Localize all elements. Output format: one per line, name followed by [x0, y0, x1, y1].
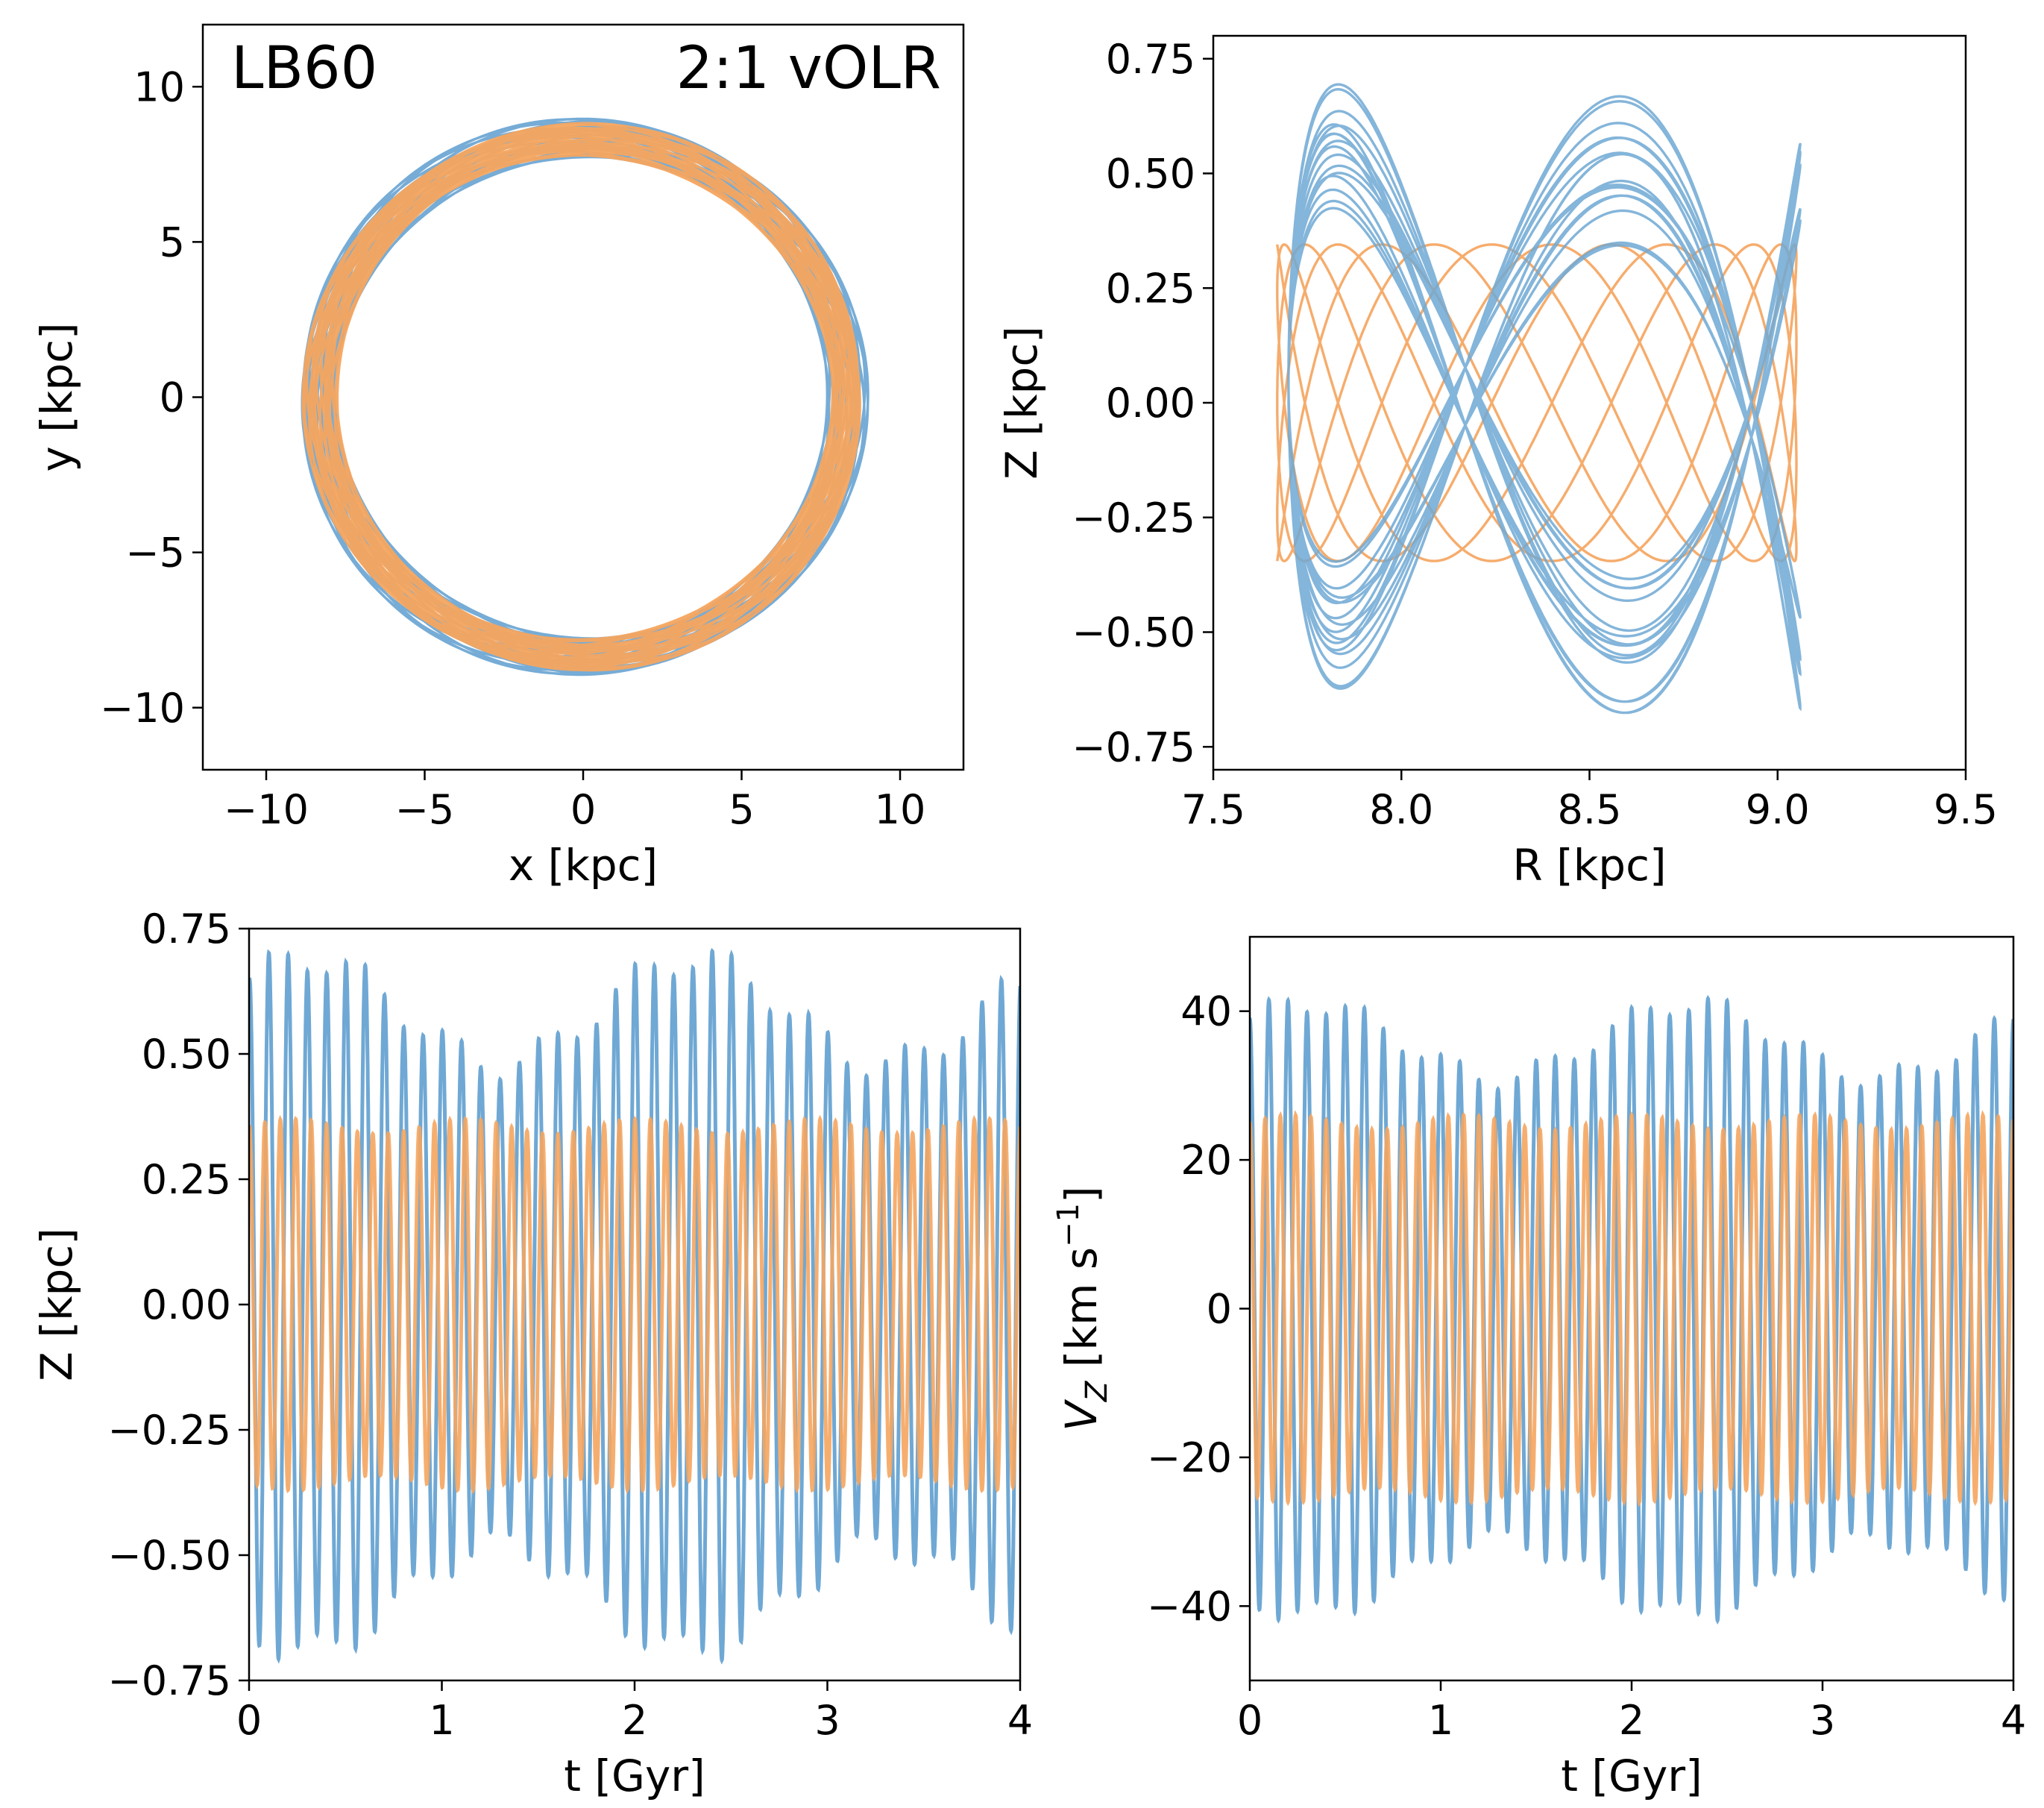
y-tick-label: −0.75 [108, 1657, 231, 1704]
y-tick-label: 0.25 [142, 1156, 231, 1203]
annotation-model-label: LB60 [231, 35, 377, 102]
x-tick-label: 1 [1428, 1697, 1453, 1744]
y-tick-label: 0.50 [142, 1031, 231, 1078]
series-line-blue [1250, 994, 2013, 1625]
y-tick-label: −0.75 [1072, 723, 1195, 770]
y-tick-label: 20 [1180, 1137, 1232, 1184]
x-tick-label: 2 [1619, 1697, 1644, 1744]
x-axis-label: x [kpc] [509, 840, 658, 891]
y-tick-label: 10 [133, 63, 185, 110]
y-axis-label: Z [kpc] [31, 1228, 82, 1381]
x-tick-label: 8.0 [1369, 786, 1433, 833]
series-line-blue [1287, 83, 1802, 715]
y-tick-label: −0.25 [1072, 495, 1195, 542]
x-tick-label: 5 [729, 786, 754, 833]
y-tick-label: −0.50 [108, 1532, 231, 1579]
x-tick-label: 0 [236, 1697, 262, 1744]
series-line-blue [249, 947, 1020, 1665]
panel-z-vs-time: 0 1 2 3 4 −0.75 −0.50 −0.25 0.00 0.25 0.50 0.75 t [G… [31, 905, 1033, 1801]
axes-frame [1248, 935, 2015, 1682]
y-tick-label: −5 [125, 530, 185, 577]
y-tick-label: −10 [100, 685, 185, 732]
axes-frame [201, 23, 965, 771]
x-tick-label: −5 [395, 786, 455, 833]
x-tick-label: 1 [429, 1697, 454, 1744]
x-tick-label: 0 [570, 786, 596, 833]
y-tick-label: 0 [1207, 1286, 1232, 1333]
x-tick-label: 9.5 [1934, 786, 1998, 833]
panel-vz-vs-time: 0 1 2 3 4 −40 −20 0 20 40 t [Gyr] VZ [km s−1] [1051, 935, 2026, 1801]
x-axis-label: t [Gyr] [564, 1751, 705, 1801]
axes-frame [248, 927, 1022, 1682]
series-line-orange [249, 1114, 1020, 1495]
y-tick-label: 0 [160, 374, 185, 421]
y-tick-label: −0.25 [108, 1407, 231, 1454]
x-tick-label: 2 [622, 1697, 647, 1744]
y-tick-label: 5 [160, 219, 185, 266]
x-tick-label: 8.5 [1558, 786, 1622, 833]
x-tick-label: 3 [814, 1697, 840, 1744]
x-tick-label: 4 [1007, 1697, 1033, 1744]
x-tick-label: 0 [1237, 1697, 1262, 1744]
panel-xy-orbit: −10 −5 0 5 10 −10 −5 0 5 10 x [kpc] y [kpc] LB60 2:1 … [31, 23, 965, 891]
y-tick-label: 40 [1180, 988, 1232, 1035]
y-tick-label: 0.50 [1106, 151, 1195, 198]
x-tick-label: 4 [2001, 1697, 2026, 1744]
y-tick-label: 0.25 [1106, 265, 1195, 312]
y-axis-label: VZ [km s−1] [1051, 1186, 1114, 1431]
x-tick-label: −10 [224, 786, 309, 833]
y-axis-label: y [kpc] [31, 322, 82, 471]
y-tick-label: 0.00 [1106, 380, 1195, 427]
y-tick-label: −40 [1147, 1583, 1232, 1630]
annotation-resonance-label: 2:1 vOLR [676, 35, 941, 102]
y-tick-label: −0.50 [1072, 609, 1195, 656]
y-tick-label: 0.00 [142, 1281, 231, 1328]
axes-frame [1212, 34, 1967, 771]
y-tick-label: 0.75 [142, 905, 231, 952]
series-line-orange [301, 122, 861, 672]
y-axis-label: Z [kpc] [996, 326, 1047, 480]
x-axis-label: t [Gyr] [1561, 1751, 1702, 1801]
series-line-orange [1250, 1110, 2013, 1507]
panel-rz-orbit: 7.5 8.0 8.5 9.0 9.5 −0.75 −0.50 −0.25 0.00 0.25 0.… [996, 34, 1998, 891]
x-tick-label: 10 [875, 786, 926, 833]
y-tick-label: −20 [1147, 1434, 1232, 1481]
x-tick-label: 3 [1810, 1697, 1835, 1744]
x-tick-label: 9.0 [1746, 786, 1810, 833]
x-axis-label: R [kpc] [1512, 840, 1666, 891]
y-tick-label: 0.75 [1106, 36, 1195, 83]
x-tick-label: 7.5 [1181, 786, 1245, 833]
